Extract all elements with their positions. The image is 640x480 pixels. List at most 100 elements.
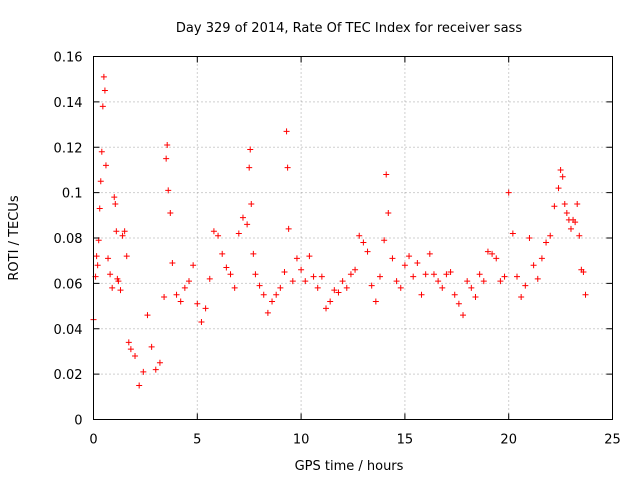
data-point <box>177 298 184 305</box>
y-tick-label: 0.06 <box>54 277 83 292</box>
data-point <box>246 164 253 171</box>
data-point <box>109 284 116 291</box>
x-tick-label: 10 <box>293 433 310 448</box>
data-point <box>250 250 257 257</box>
data-point <box>526 235 533 241</box>
data-point <box>269 298 276 305</box>
data-point <box>339 278 346 285</box>
data-point <box>318 273 325 280</box>
data-point <box>239 214 246 221</box>
chart-title: Day 329 of 2014, Rate Of TEC Index for r… <box>176 21 522 36</box>
data-point <box>472 293 479 300</box>
data-point <box>356 232 363 239</box>
data-point <box>105 255 112 262</box>
data-point <box>244 221 251 228</box>
data-point <box>372 298 379 305</box>
data-point <box>111 194 118 201</box>
data-point <box>99 103 106 110</box>
data-point <box>260 291 267 298</box>
data-point <box>156 359 163 366</box>
data-point <box>210 228 217 235</box>
data-point <box>169 259 176 266</box>
data-point <box>385 210 392 217</box>
data-point <box>125 339 132 346</box>
data-point <box>439 284 446 291</box>
data-point <box>112 200 119 207</box>
data-point <box>323 305 330 312</box>
data-point <box>198 318 205 325</box>
y-axis-tick-labels: 0 0.02 0.04 0.06 0.08 0.1 0.12 0.14 0.16 <box>54 51 83 429</box>
data-point <box>121 228 128 235</box>
data-point <box>414 259 421 266</box>
data-point <box>561 200 568 207</box>
data-point <box>422 271 429 278</box>
data-point <box>368 282 375 289</box>
y-tick-label: 0.12 <box>54 141 83 156</box>
y-tick-label: 0.1 <box>62 187 83 202</box>
data-point <box>93 253 100 260</box>
data-point <box>418 291 425 298</box>
data-point <box>163 155 170 162</box>
data-point <box>430 271 437 278</box>
data-point <box>547 232 554 239</box>
data-point <box>331 287 338 294</box>
y-axis-title: ROTI / TECUs <box>7 195 22 280</box>
data-point <box>302 278 309 285</box>
data-point <box>310 273 317 280</box>
data-point <box>534 275 541 282</box>
data-point <box>426 250 433 257</box>
data-point <box>514 273 521 280</box>
data-point <box>522 282 529 289</box>
x-tick-label: 15 <box>397 433 414 448</box>
data-point <box>572 219 579 226</box>
data-point <box>518 293 525 300</box>
data-point <box>559 173 566 180</box>
data-point <box>327 298 334 305</box>
data-point <box>476 271 483 278</box>
y-tick-label: 0.16 <box>54 51 83 66</box>
data-point <box>181 284 188 291</box>
data-point <box>164 141 171 148</box>
data-point <box>381 237 388 244</box>
data-point <box>435 278 442 285</box>
data-point <box>509 230 516 237</box>
data-point <box>215 232 222 239</box>
data-point <box>314 284 321 291</box>
data-point <box>252 271 259 278</box>
data-point <box>410 273 417 280</box>
data-point <box>343 284 350 291</box>
data-point <box>489 250 496 257</box>
plot-frame <box>93 56 613 420</box>
data-point <box>173 291 180 298</box>
x-tick-label: 0 <box>89 433 97 448</box>
data-point <box>376 273 383 280</box>
data-point <box>123 253 130 260</box>
y-tick-label: 0 <box>74 414 82 429</box>
x-axis-tick-labels: 0 5 10 15 20 25 <box>89 433 620 448</box>
data-point <box>497 278 504 285</box>
data-point <box>277 284 284 291</box>
data-point <box>206 275 213 282</box>
data-point <box>447 269 454 276</box>
x-axis-title: GPS time / hours <box>295 459 404 474</box>
data-point <box>115 278 122 285</box>
data-point <box>101 87 108 94</box>
data-point <box>480 278 487 285</box>
data-point <box>451 291 458 298</box>
data-point <box>140 368 147 375</box>
data-point <box>284 164 291 171</box>
data-point <box>117 287 124 294</box>
data-point <box>352 266 359 273</box>
data-point <box>576 232 583 239</box>
data-point <box>283 128 290 135</box>
data-point <box>235 230 242 237</box>
data-point <box>94 262 101 269</box>
data-point <box>306 253 313 260</box>
data-points <box>90 73 589 389</box>
data-point <box>102 162 109 169</box>
data-point <box>247 146 254 153</box>
data-point <box>543 239 550 246</box>
data-point <box>580 269 587 276</box>
data-point <box>202 305 209 312</box>
data-point <box>364 248 371 255</box>
